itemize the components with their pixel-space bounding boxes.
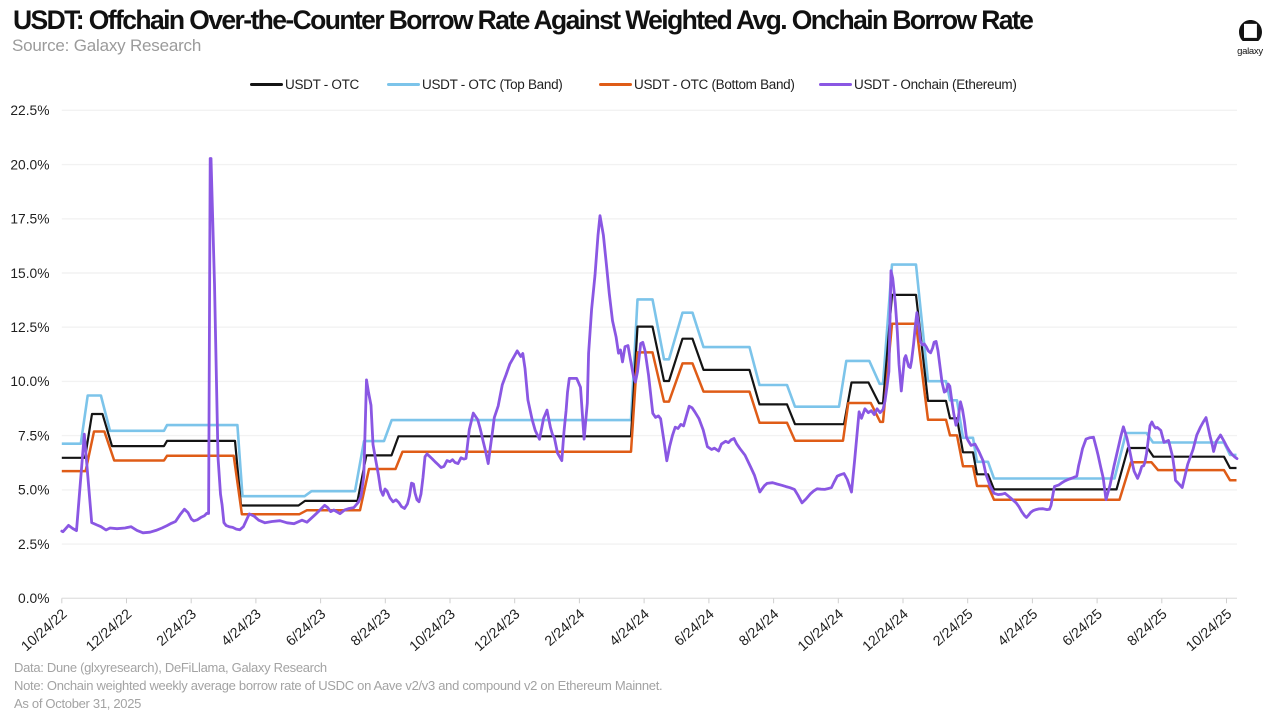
svg-text:4/24/24: 4/24/24 <box>607 606 653 649</box>
svg-text:2/24/25: 2/24/25 <box>930 606 976 649</box>
svg-text:6/24/23: 6/24/23 <box>283 606 329 649</box>
svg-text:2/24/23: 2/24/23 <box>154 606 200 649</box>
svg-text:17.5%: 17.5% <box>10 212 49 227</box>
svg-text:12/24/22: 12/24/22 <box>83 606 135 655</box>
svg-text:10/24/23: 10/24/23 <box>407 606 459 655</box>
svg-text:8/24/24: 8/24/24 <box>736 606 782 649</box>
svg-text:2.5%: 2.5% <box>18 537 49 552</box>
svg-text:5.0%: 5.0% <box>18 483 49 498</box>
svg-text:8/24/23: 8/24/23 <box>348 606 394 649</box>
svg-text:22.5%: 22.5% <box>10 103 49 118</box>
svg-text:10/24/25: 10/24/25 <box>1183 606 1235 655</box>
svg-text:10/24/24: 10/24/24 <box>795 606 847 655</box>
svg-text:7.5%: 7.5% <box>18 428 49 443</box>
svg-text:12/24/24: 12/24/24 <box>860 606 912 655</box>
svg-text:0.0%: 0.0% <box>18 591 49 606</box>
svg-text:6/24/24: 6/24/24 <box>671 606 717 649</box>
svg-text:15.0%: 15.0% <box>10 266 49 281</box>
svg-text:12/24/23: 12/24/23 <box>471 606 523 655</box>
svg-text:8/24/25: 8/24/25 <box>1124 606 1170 649</box>
svg-text:20.0%: 20.0% <box>10 157 49 172</box>
svg-text:6/24/25: 6/24/25 <box>1060 606 1106 649</box>
svg-text:4/24/25: 4/24/25 <box>995 606 1041 649</box>
svg-text:12.5%: 12.5% <box>10 320 49 335</box>
svg-text:2/24/24: 2/24/24 <box>542 606 588 649</box>
svg-text:10/24/22: 10/24/22 <box>18 606 70 655</box>
svg-text:4/24/23: 4/24/23 <box>218 606 264 649</box>
svg-text:10.0%: 10.0% <box>10 374 49 389</box>
